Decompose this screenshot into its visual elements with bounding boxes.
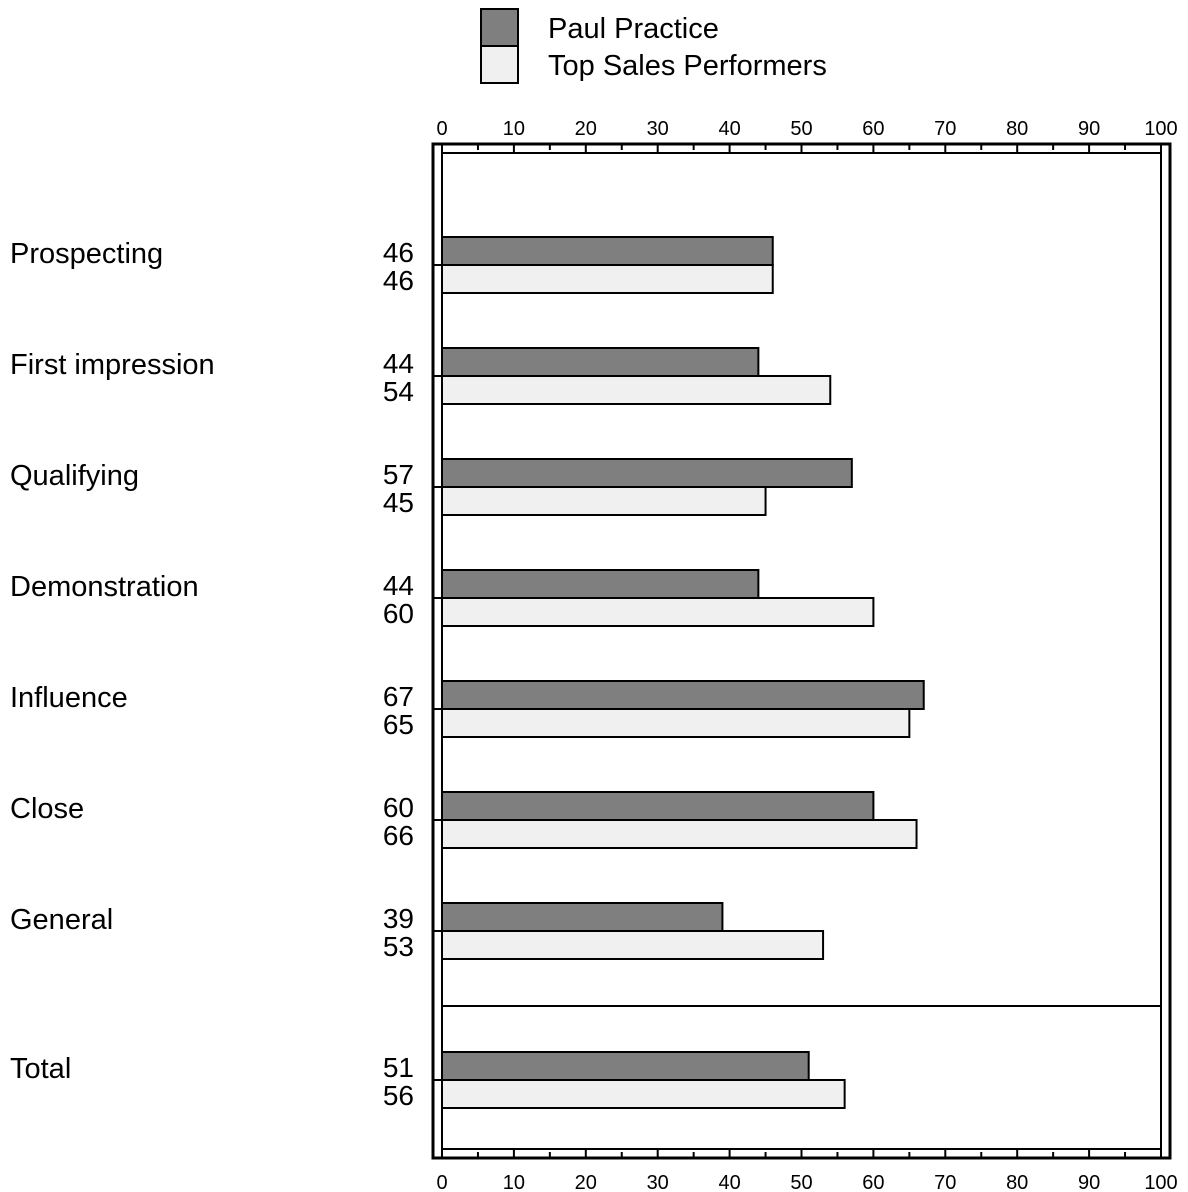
category-label: Qualifying: [10, 460, 139, 492]
value-label: 57: [383, 459, 414, 490]
tick-label-top: 40: [718, 118, 740, 140]
value-label: 44: [383, 348, 414, 379]
bar: [441, 375, 832, 405]
legend-swatch: [480, 45, 519, 84]
tick-label-top: 100: [1144, 118, 1177, 140]
tick-label-top: 60: [862, 118, 884, 140]
tick-label-top: 90: [1078, 118, 1100, 140]
bars: [441, 236, 925, 1109]
bar: [441, 1079, 846, 1109]
bar: [441, 819, 918, 849]
tick-label-bottom: 50: [790, 1172, 812, 1192]
legend-label: Top Sales Performers: [548, 50, 827, 82]
bar: [441, 458, 853, 488]
axes: 0 0 10 10 20 20 30 30 40 40 50 50 60 60 70 70 80 80 90 90 10…: [431, 118, 1178, 1192]
bar: [441, 569, 760, 599]
tick-label-bottom: 40: [718, 1172, 740, 1192]
category-label: Prospecting: [10, 238, 163, 270]
tick-label-bottom: 30: [647, 1172, 669, 1192]
value-label: 44: [383, 570, 414, 601]
bar: [441, 1051, 810, 1081]
value-label: 60: [383, 598, 414, 629]
value-label: 56: [383, 1080, 414, 1111]
value-label: 46: [383, 237, 414, 268]
tick-label-bottom: 100: [1144, 1172, 1177, 1192]
tick-label-bottom: 70: [934, 1172, 956, 1192]
bar: [441, 486, 767, 516]
tick-label-bottom: 90: [1078, 1172, 1100, 1192]
value-label: 67: [383, 681, 414, 712]
legend: Paul Practice Top Sales Performers: [480, 8, 827, 84]
category-label: Close: [10, 793, 84, 825]
bar: [441, 902, 724, 932]
bar: [441, 680, 925, 710]
tick-label-top: 20: [575, 118, 597, 140]
tick-label-top: 10: [503, 118, 525, 140]
tick-label-bottom: 20: [575, 1172, 597, 1192]
tick-label-top: 30: [647, 118, 669, 140]
tick-label-top: 70: [934, 118, 956, 140]
category-label: Total: [10, 1053, 71, 1085]
plot-frame-inner: [441, 152, 1162, 1150]
tick-label-top: 50: [790, 118, 812, 140]
legend-swatch: [480, 8, 519, 47]
tick-label-bottom: 80: [1006, 1172, 1028, 1192]
value-label: 54: [383, 376, 414, 407]
value-label: 60: [383, 792, 414, 823]
bar: [441, 236, 774, 266]
tick-label-top: 80: [1006, 118, 1028, 140]
bar: [441, 347, 760, 377]
category-label: General: [10, 904, 113, 936]
category-label: Demonstration: [10, 571, 199, 603]
bar: [441, 264, 774, 294]
value-label: 53: [383, 931, 414, 962]
tick-label-bottom: 0: [436, 1172, 447, 1192]
bar: [441, 791, 875, 821]
value-label: 46: [383, 265, 414, 296]
category-label: Influence: [10, 682, 128, 714]
bar: [441, 930, 825, 960]
bar: [441, 597, 875, 627]
value-label: 51: [383, 1052, 414, 1083]
tick-label-bottom: 60: [862, 1172, 884, 1192]
value-label: 45: [383, 487, 414, 518]
value-label: 39: [383, 903, 414, 934]
tick-label-top: 0: [436, 118, 447, 140]
value-label: 65: [383, 709, 414, 740]
tick-label-bottom: 10: [503, 1172, 525, 1192]
category-label: First impression: [10, 349, 215, 381]
bar: [441, 708, 911, 738]
legend-label: Paul Practice: [548, 13, 719, 45]
value-label: 66: [383, 820, 414, 851]
